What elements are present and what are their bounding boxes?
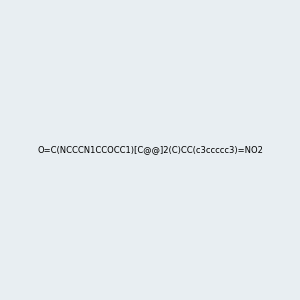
Text: O=C(NCCCN1CCOCC1)[C@@]2(C)CC(c3ccccc3)=NO2: O=C(NCCCN1CCOCC1)[C@@]2(C)CC(c3ccccc3)=N… [37,146,263,154]
